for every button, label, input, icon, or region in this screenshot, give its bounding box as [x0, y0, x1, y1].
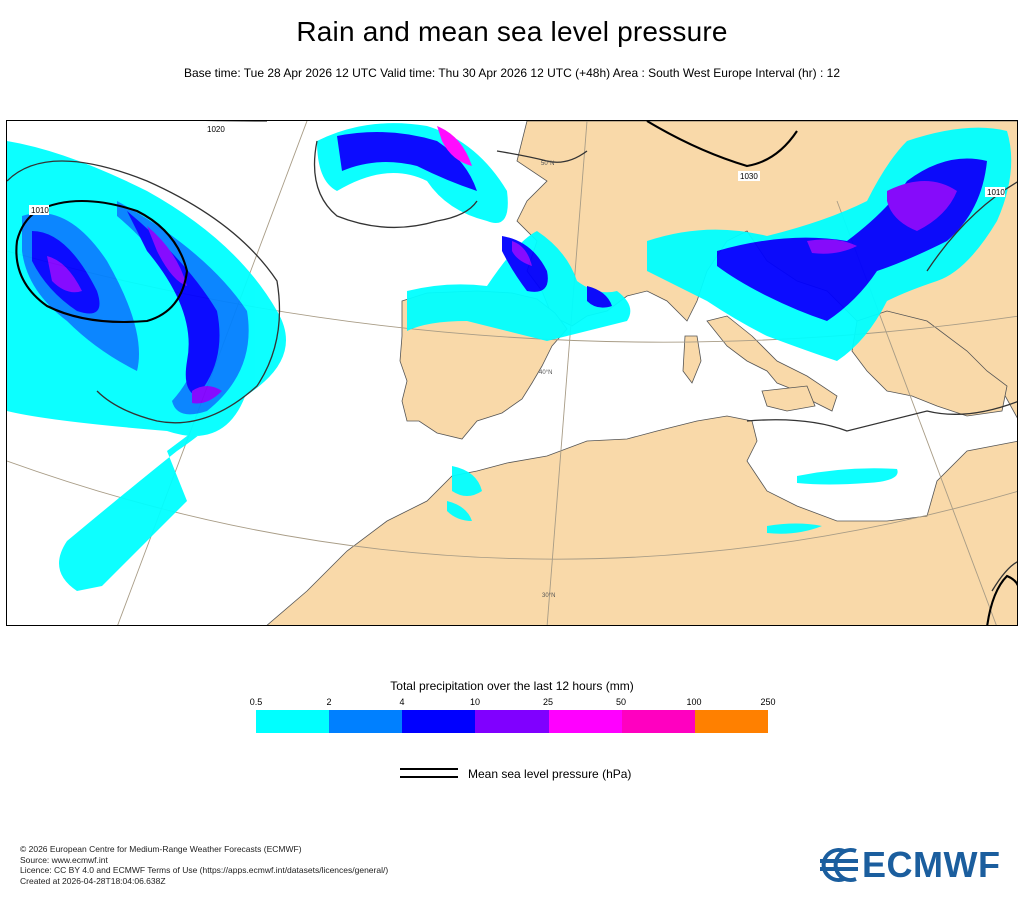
precip-west-med-core — [502, 236, 612, 308]
isobars — [7, 121, 1017, 625]
mslp-legend-swatch — [400, 768, 458, 780]
legend-tick: 100 — [686, 697, 702, 707]
land-sicily — [761, 385, 816, 412]
graticule-label-50n: 50°N — [541, 161, 554, 167]
precip-west-med-max — [512, 241, 532, 266]
legend-color-segment — [329, 710, 403, 733]
precip-legend-colorbar — [256, 710, 768, 733]
precip-atlantic-inner — [22, 201, 249, 415]
legend-color-segment — [621, 710, 695, 733]
legend-tick: 25 — [542, 697, 554, 707]
map-canvas: 1020 1010 1030 1010 40°N 30°N 50°N — [7, 121, 1017, 625]
precip-north-africa — [767, 468, 898, 534]
legend-color-segment — [402, 710, 476, 733]
weather-map[interactable]: 1020 1010 1030 1010 40°N 30°N 50°N — [6, 120, 1018, 626]
chart-subtitle: Base time: Tue 28 Apr 2026 12 UTC Valid … — [183, 66, 840, 80]
isobar-label-2: 1010 — [31, 206, 49, 215]
footer-created: Created at 2026-04-28T18:04:06.638Z — [20, 875, 166, 886]
legend-color-segment — [256, 710, 330, 733]
precip-biscay-max — [437, 126, 472, 166]
mslp-legend-label: Mean sea level pressure (hPa) — [468, 767, 632, 781]
graticule-label-30n: 30°N — [542, 593, 555, 599]
isobar-label-3: 1030 — [740, 172, 758, 181]
precip-biscay-core — [337, 132, 477, 191]
legend-color-segment — [475, 710, 549, 733]
footer-credits: © 2026 European Centre for Medium-Range … — [20, 844, 388, 886]
land-balkans-greece — [851, 310, 1008, 417]
legend-tick: 2 — [326, 697, 332, 707]
footer-source: Source: www.ecmwf.int — [20, 854, 108, 865]
precip-central-europe-max — [807, 181, 957, 254]
isobar-label-1: 1020 — [207, 125, 225, 134]
legend-color-segment — [694, 710, 768, 733]
legend-tick: 0.5 — [249, 697, 263, 707]
footer-copyright: © 2026 European Centre for Medium-Range … — [20, 844, 302, 854]
graticule-label-40n: 40°N — [539, 370, 552, 376]
isobar-label-4: 1010 — [987, 188, 1005, 197]
precip-west-med — [407, 231, 631, 341]
footer-licence: Licence: CC BY 4.0 and ECMWF Terms of Us… — [20, 865, 389, 875]
land-north-africa — [266, 415, 1017, 625]
land-sardinia — [682, 335, 702, 384]
ecmwf-logo-text: ECMWF — [862, 844, 1001, 885]
legend-color-segment — [548, 710, 622, 733]
legend-tick: 4 — [399, 697, 405, 707]
legend-tick: 10 — [469, 697, 481, 707]
ecmwf-logo: ECMWF — [814, 845, 1006, 885]
chart-title: Rain and mean sea level pressure — [296, 16, 728, 47]
precip-legend-ticks: 0.5 2 4 10 25 50 100 250 — [0, 697, 1024, 709]
legend-tick: 50 — [615, 697, 627, 707]
legend-tick: 250 — [760, 697, 776, 707]
precip-atlantic-max — [47, 226, 222, 404]
ecmwf-logo-icon — [820, 848, 858, 882]
precipitation-layer — [7, 123, 1012, 591]
precip-legend-title: Total precipitation over the last 12 hou… — [390, 679, 634, 693]
precip-morocco — [447, 466, 482, 521]
